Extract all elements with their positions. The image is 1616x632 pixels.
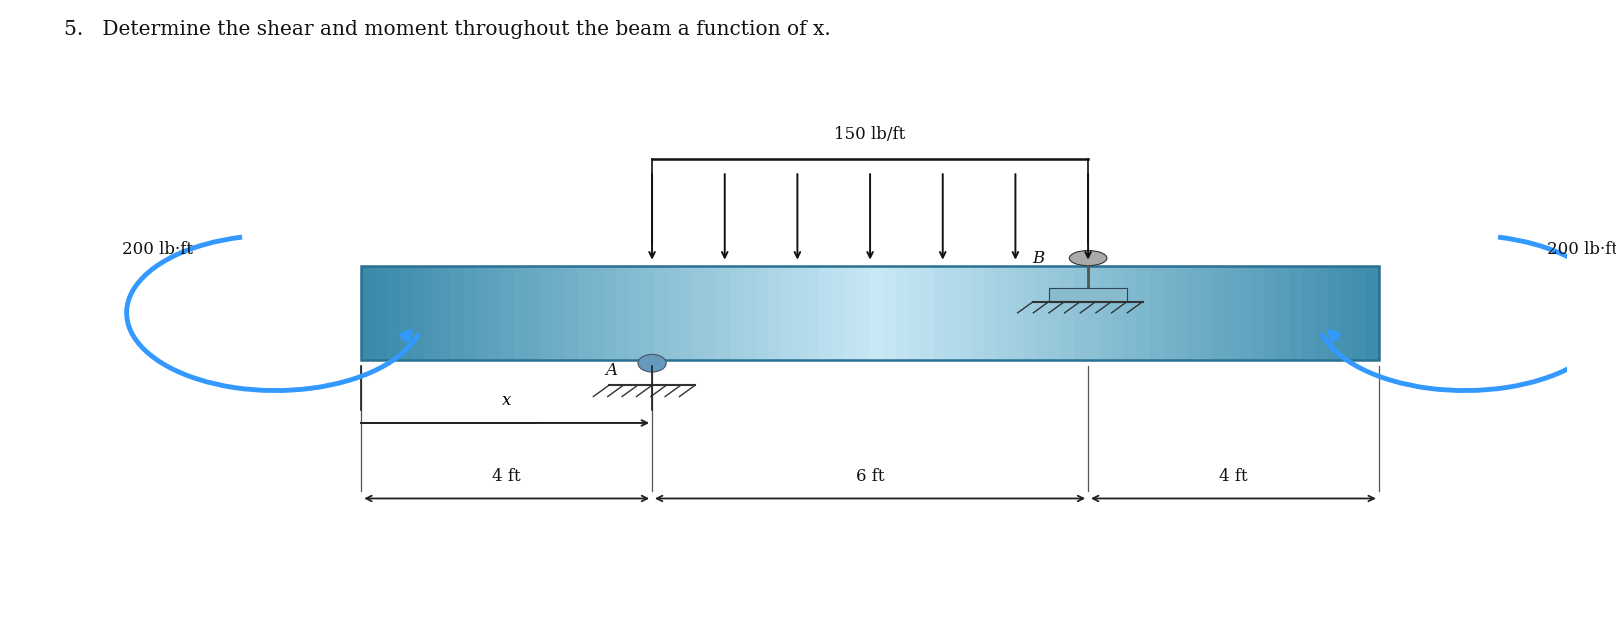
Bar xyxy=(451,265,464,360)
Text: x: x xyxy=(503,392,511,409)
Bar xyxy=(1214,265,1227,360)
Bar xyxy=(488,265,501,360)
Bar xyxy=(1353,265,1366,360)
Bar xyxy=(1023,265,1036,360)
Bar xyxy=(806,265,819,360)
Bar xyxy=(1366,265,1378,360)
Circle shape xyxy=(1070,250,1107,265)
Bar xyxy=(464,265,475,360)
Bar xyxy=(1239,265,1251,360)
Bar xyxy=(1010,265,1023,360)
Bar xyxy=(553,265,566,360)
Bar xyxy=(373,265,386,360)
Bar xyxy=(947,265,958,360)
Ellipse shape xyxy=(638,355,666,372)
Bar xyxy=(501,265,514,360)
Bar xyxy=(1251,265,1264,360)
Bar xyxy=(756,265,768,360)
Bar xyxy=(1036,265,1049,360)
Bar xyxy=(654,265,666,360)
Bar xyxy=(1073,265,1086,360)
Bar xyxy=(1049,288,1128,301)
Text: B: B xyxy=(1033,250,1044,267)
Bar xyxy=(1086,265,1099,360)
Bar xyxy=(730,265,743,360)
Text: 4 ft: 4 ft xyxy=(1218,468,1248,485)
Bar xyxy=(603,265,616,360)
Bar xyxy=(743,265,756,360)
Bar xyxy=(577,265,590,360)
Bar xyxy=(921,265,934,360)
Bar xyxy=(1277,265,1290,360)
Bar xyxy=(1264,265,1277,360)
Bar xyxy=(1188,265,1201,360)
Bar xyxy=(616,265,629,360)
Bar xyxy=(1049,265,1060,360)
Bar xyxy=(642,265,654,360)
Bar xyxy=(1315,265,1328,360)
Bar xyxy=(514,265,527,360)
Bar xyxy=(895,265,908,360)
Bar xyxy=(705,265,718,360)
Bar xyxy=(1328,265,1341,360)
Bar xyxy=(781,265,793,360)
Bar xyxy=(793,265,806,360)
Bar xyxy=(1112,265,1125,360)
Bar xyxy=(362,265,373,360)
Bar xyxy=(1162,265,1175,360)
Bar xyxy=(1227,265,1239,360)
Bar xyxy=(869,265,882,360)
Bar xyxy=(399,265,412,360)
Bar xyxy=(666,265,679,360)
Bar xyxy=(971,265,984,360)
Bar xyxy=(438,265,451,360)
Bar xyxy=(1175,265,1188,360)
Bar xyxy=(629,265,642,360)
Bar xyxy=(1290,265,1302,360)
Bar xyxy=(1125,265,1138,360)
Bar xyxy=(362,265,1378,360)
Bar xyxy=(768,265,781,360)
Bar xyxy=(566,265,577,360)
Bar xyxy=(425,265,438,360)
Text: 150 lb/ft: 150 lb/ft xyxy=(834,126,905,143)
Bar xyxy=(958,265,971,360)
Text: A: A xyxy=(606,362,617,379)
Bar xyxy=(882,265,895,360)
Bar xyxy=(832,265,845,360)
Bar xyxy=(1151,265,1162,360)
Bar xyxy=(412,265,425,360)
Bar xyxy=(1341,265,1353,360)
Bar xyxy=(679,265,692,360)
Bar xyxy=(1302,265,1315,360)
Text: 4 ft: 4 ft xyxy=(493,468,520,485)
Bar xyxy=(908,265,921,360)
Bar xyxy=(858,265,869,360)
Bar xyxy=(718,265,730,360)
Text: 200 lb·ft: 200 lb·ft xyxy=(1547,241,1616,258)
Text: 200 lb·ft: 200 lb·ft xyxy=(123,241,194,258)
Bar xyxy=(590,265,603,360)
Text: 5.   Determine the shear and moment throughout the beam a function of x.: 5. Determine the shear and moment throug… xyxy=(65,20,831,39)
Bar xyxy=(984,265,997,360)
Bar xyxy=(1201,265,1214,360)
Bar xyxy=(819,265,832,360)
Bar xyxy=(475,265,488,360)
Bar xyxy=(692,265,705,360)
Bar xyxy=(845,265,858,360)
Bar xyxy=(997,265,1010,360)
Bar xyxy=(1060,265,1073,360)
Text: 6 ft: 6 ft xyxy=(856,468,884,485)
Bar xyxy=(386,265,399,360)
Bar xyxy=(540,265,553,360)
Bar xyxy=(934,265,947,360)
Bar xyxy=(1099,265,1112,360)
Bar xyxy=(1138,265,1151,360)
Bar xyxy=(527,265,540,360)
